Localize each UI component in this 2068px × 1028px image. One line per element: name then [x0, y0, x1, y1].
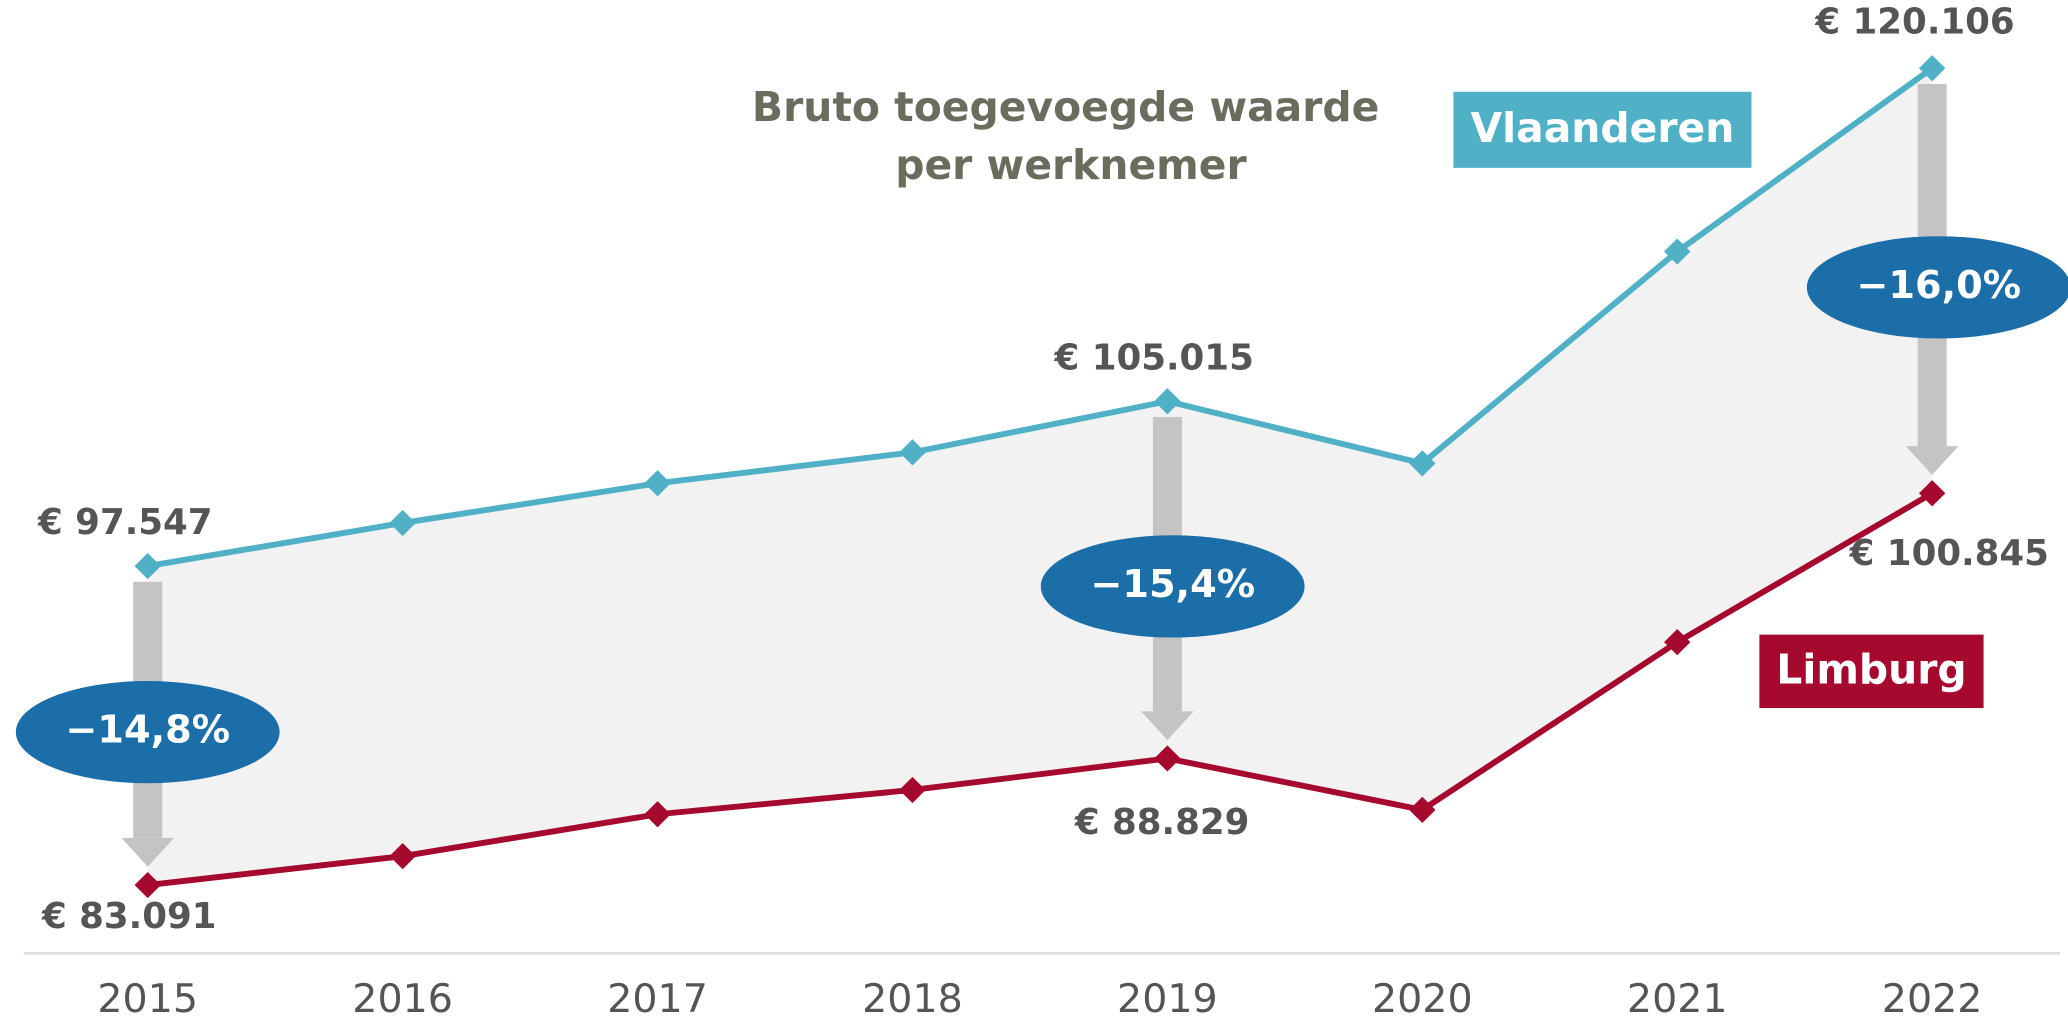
gap-area [147, 68, 1933, 886]
difference-badge [1806, 236, 2068, 339]
point-marker [1918, 55, 1946, 82]
x-tick-label: 2017 [607, 976, 708, 1022]
legend-box [1759, 634, 1984, 709]
point-marker [134, 552, 161, 580]
value-label: € 97.547 [37, 502, 213, 543]
point-marker [644, 801, 671, 828]
point-marker [1918, 480, 1946, 507]
point-marker [1154, 388, 1181, 415]
legend-label: Limburg [1776, 646, 1966, 694]
legend-box [1453, 91, 1752, 168]
difference-arrow-head [121, 837, 175, 867]
x-tick-label: 2020 [1372, 976, 1473, 1022]
difference-label: −15,4% [1090, 562, 1255, 606]
x-tick-label: 2022 [1882, 976, 1983, 1022]
chart-title: per werknemer [895, 141, 1246, 189]
x-tick-label: 2018 [862, 976, 963, 1022]
value-label: € 105.015 [1054, 337, 1254, 378]
legend-label: Vlaanderen [1471, 104, 1735, 152]
difference-badge [15, 680, 280, 784]
difference-label: −16,0% [1856, 263, 2021, 307]
x-tick-label: 2015 [97, 976, 198, 1022]
point-marker [1664, 238, 1691, 265]
value-label: € 120.106 [1814, 2, 2014, 43]
difference-arrow-head [1905, 446, 1959, 475]
x-tick-label: 2019 [1117, 976, 1218, 1022]
x-tick-label: 2016 [352, 976, 453, 1022]
point-marker [1664, 629, 1691, 656]
x-tick-label: 2021 [1627, 976, 1728, 1022]
difference-arrow-head [1141, 711, 1194, 741]
chart-title: Bruto toegevoegde waarde [752, 83, 1379, 131]
series-line [147, 490, 1934, 888]
point-marker [899, 439, 926, 466]
value-label: € 83.091 [41, 896, 217, 937]
point-marker [1409, 450, 1436, 477]
point-marker [899, 776, 926, 804]
point-marker [644, 470, 671, 497]
value-label: € 88.829 [1074, 802, 1250, 843]
series-line [147, 65, 1934, 569]
difference-label: −14,8% [65, 708, 230, 752]
difference-badge [1040, 535, 1305, 638]
value-label: € 100.845 [1849, 533, 2049, 574]
